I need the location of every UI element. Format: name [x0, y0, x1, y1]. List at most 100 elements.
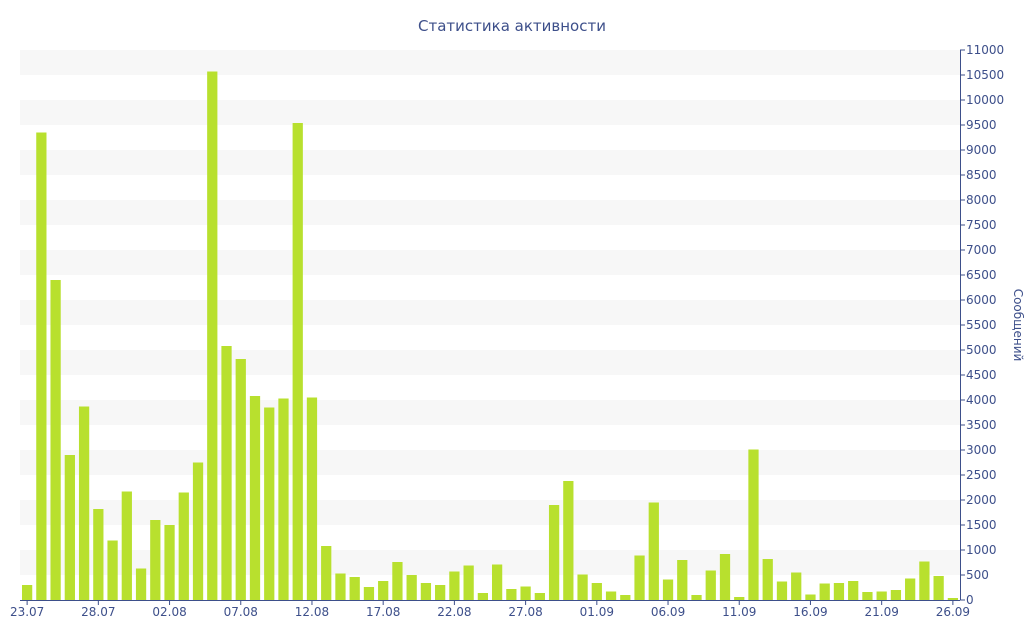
bar — [734, 597, 745, 600]
y-tick-label: 8000 — [966, 193, 997, 207]
bar — [563, 481, 574, 600]
y-tick-label: 4000 — [966, 393, 997, 407]
bar — [249, 396, 261, 600]
bar — [776, 581, 788, 600]
y-tick-label: 3000 — [966, 443, 997, 457]
grid-band — [20, 350, 960, 375]
y-tick-label: 1500 — [966, 518, 997, 532]
y-tick-label: 10500 — [966, 68, 1004, 82]
x-axis: 23.07 28.07 02.08 07.08 12.08 17.08 22.08 27.08… — [10, 600, 970, 619]
chart-title: Статистика активности — [418, 17, 606, 35]
x-tick-label: 21.09 — [864, 605, 898, 619]
grid-band — [20, 150, 960, 175]
bar — [477, 593, 489, 600]
bar — [335, 573, 346, 600]
bar — [677, 560, 688, 600]
x-tick-label: 22.08 — [437, 605, 471, 619]
bar — [349, 577, 360, 600]
grid-band — [20, 450, 960, 475]
bar — [164, 525, 175, 600]
bar — [435, 585, 446, 600]
bar — [648, 502, 659, 600]
y-tick-label: 0 — [966, 593, 974, 607]
x-tick-label: 27.08 — [508, 605, 542, 619]
grid-band — [20, 200, 960, 225]
y-tick-label: 10000 — [966, 93, 1004, 107]
y-tick-label: 5500 — [966, 318, 997, 332]
y-tick-label: 1000 — [966, 543, 997, 557]
bar — [278, 398, 289, 600]
bar — [634, 555, 645, 600]
bar — [905, 578, 916, 600]
x-tick-label: 11.09 — [722, 605, 756, 619]
grid-band — [20, 400, 960, 425]
y-tick-label: 500 — [966, 568, 989, 582]
bar — [306, 397, 318, 600]
bar — [121, 491, 132, 600]
bar — [591, 583, 602, 600]
bar — [93, 509, 104, 600]
bar — [150, 520, 161, 600]
grid-band — [20, 550, 960, 575]
bar — [748, 449, 759, 600]
y-tick-label: 7500 — [966, 218, 997, 232]
grid-bands — [20, 50, 960, 575]
bar — [762, 559, 773, 600]
y-tick-label: 7000 — [966, 243, 997, 257]
y-axis-label: Сообщений — [1011, 289, 1024, 362]
y-tick-label: 6500 — [966, 268, 997, 282]
grid-band — [20, 250, 960, 275]
grid-band — [20, 50, 960, 75]
y-tick-label: 5000 — [966, 343, 997, 357]
grid-band — [20, 300, 960, 325]
bar — [192, 462, 204, 600]
bar — [449, 571, 460, 600]
bar — [392, 562, 403, 600]
x-tick-label: 26.09 — [936, 605, 970, 619]
bar — [406, 575, 417, 600]
x-tick-label: 07.08 — [224, 605, 258, 619]
y-axis: 0 500 1000 1500 2000 2500 3000 3500 4000 4500 5000… — [960, 43, 1004, 607]
bar — [862, 592, 873, 600]
bar — [933, 576, 944, 600]
bar — [491, 564, 503, 600]
bar — [791, 572, 802, 600]
bar — [378, 581, 389, 600]
x-tick-label: 02.08 — [152, 605, 186, 619]
bar — [463, 565, 474, 600]
y-tick-label: 2000 — [966, 493, 997, 507]
bar — [363, 587, 375, 600]
y-tick-label: 9500 — [966, 118, 997, 132]
bar — [235, 359, 246, 600]
x-tick-label: 23.07 — [10, 605, 44, 619]
bar — [221, 346, 232, 600]
y-tick-label: 9000 — [966, 143, 997, 157]
bar — [21, 585, 33, 600]
x-tick-label: 12.08 — [295, 605, 329, 619]
bar — [64, 455, 75, 600]
bar-series — [21, 71, 959, 600]
bar — [548, 505, 560, 600]
bar — [577, 574, 588, 600]
bar — [719, 554, 731, 600]
y-tick-label: 3500 — [966, 418, 997, 432]
bar — [919, 561, 930, 600]
bar — [264, 407, 275, 600]
bar — [833, 583, 845, 600]
y-tick-label: 4500 — [966, 368, 997, 382]
bar — [662, 579, 674, 600]
bar — [292, 123, 303, 600]
grid-band — [20, 500, 960, 525]
bar — [520, 586, 531, 600]
x-tick-label: 28.07 — [81, 605, 115, 619]
x-tick-label: 06.09 — [651, 605, 685, 619]
bar — [178, 492, 189, 600]
y-tick-label: 8500 — [966, 168, 997, 182]
bar — [50, 280, 61, 600]
y-tick-label: 11000 — [966, 43, 1004, 57]
bar — [506, 589, 517, 600]
bar — [691, 595, 702, 600]
bar — [107, 540, 118, 600]
